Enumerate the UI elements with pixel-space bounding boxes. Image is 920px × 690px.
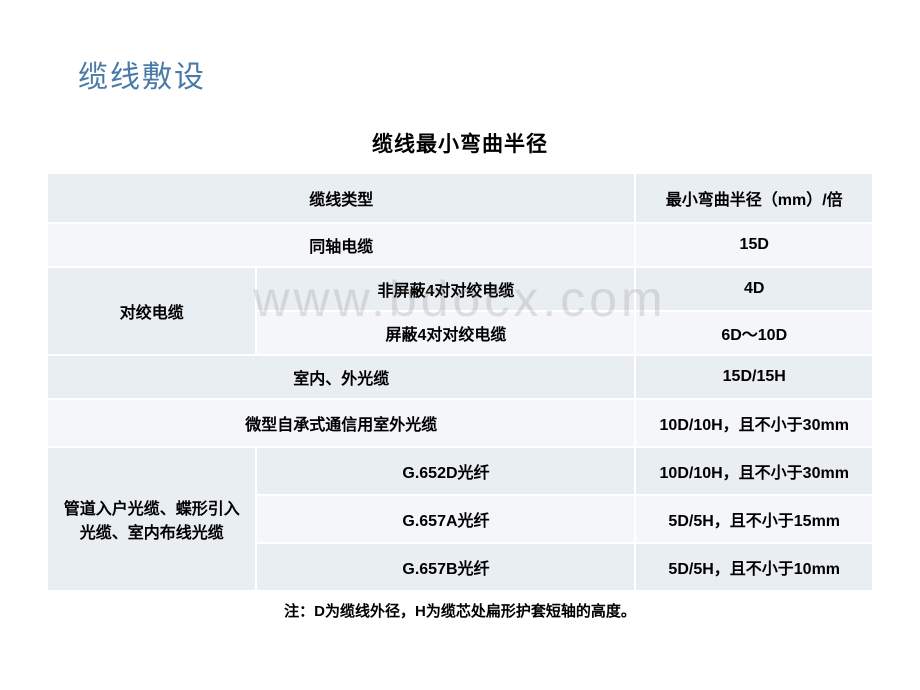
table-footnote-row: 注：D为缆线外径，H为缆芯处扁形护套短轴的高度。 xyxy=(47,591,873,626)
table-header-row: 缆线类型 最小弯曲半径（mm）/倍 xyxy=(47,173,873,223)
table-row: 同轴电缆 15D xyxy=(47,223,873,267)
cell-radius: 5D/5H，且不小于15mm xyxy=(635,495,873,543)
cell-sub: G.652D光纤 xyxy=(256,447,635,495)
cell-sub: G.657B光纤 xyxy=(256,543,635,591)
table-title: 缆线最小弯曲半径 xyxy=(0,128,920,158)
cell-type: 室内、外光缆 xyxy=(47,355,635,399)
cell-radius: 10D/10H，且不小于30mm xyxy=(635,399,873,447)
cell-type: 同轴电缆 xyxy=(47,223,635,267)
cable-radius-table: 缆线类型 最小弯曲半径（mm）/倍 同轴电缆 15D 对绞电缆 非屏蔽4对对绞电… xyxy=(46,172,874,627)
cell-sub: 屏蔽4对对绞电缆 xyxy=(256,311,635,355)
table-row: 微型自承式通信用室外光缆 10D/10H，且不小于30mm xyxy=(47,399,873,447)
cell-group: 管道入户光缆、蝶形引入光缆、室内布线光缆 xyxy=(47,447,256,591)
cell-group: 对绞电缆 xyxy=(47,267,256,355)
footnote: 注：D为缆线外径，H为缆芯处扁形护套短轴的高度。 xyxy=(47,591,873,626)
page-title: 缆线敷设 xyxy=(78,52,206,96)
cell-sub: G.657A光纤 xyxy=(256,495,635,543)
table-row: 室内、外光缆 15D/15H xyxy=(47,355,873,399)
cell-radius: 10D/10H，且不小于30mm xyxy=(635,447,873,495)
table-row: 管道入户光缆、蝶形引入光缆、室内布线光缆 G.652D光纤 10D/10H，且不… xyxy=(47,447,873,495)
header-radius: 最小弯曲半径（mm）/倍 xyxy=(635,173,873,223)
cell-radius: 15D xyxy=(635,223,873,267)
cell-radius: 5D/5H，且不小于10mm xyxy=(635,543,873,591)
cell-radius: 4D xyxy=(635,267,873,311)
cell-type: 微型自承式通信用室外光缆 xyxy=(47,399,635,447)
cell-radius: 6D～10D xyxy=(635,311,873,355)
cell-sub: 非屏蔽4对对绞电缆 xyxy=(256,267,635,311)
table-row: 对绞电缆 非屏蔽4对对绞电缆 4D xyxy=(47,267,873,311)
header-type: 缆线类型 xyxy=(47,173,635,223)
cell-radius: 15D/15H xyxy=(635,355,873,399)
